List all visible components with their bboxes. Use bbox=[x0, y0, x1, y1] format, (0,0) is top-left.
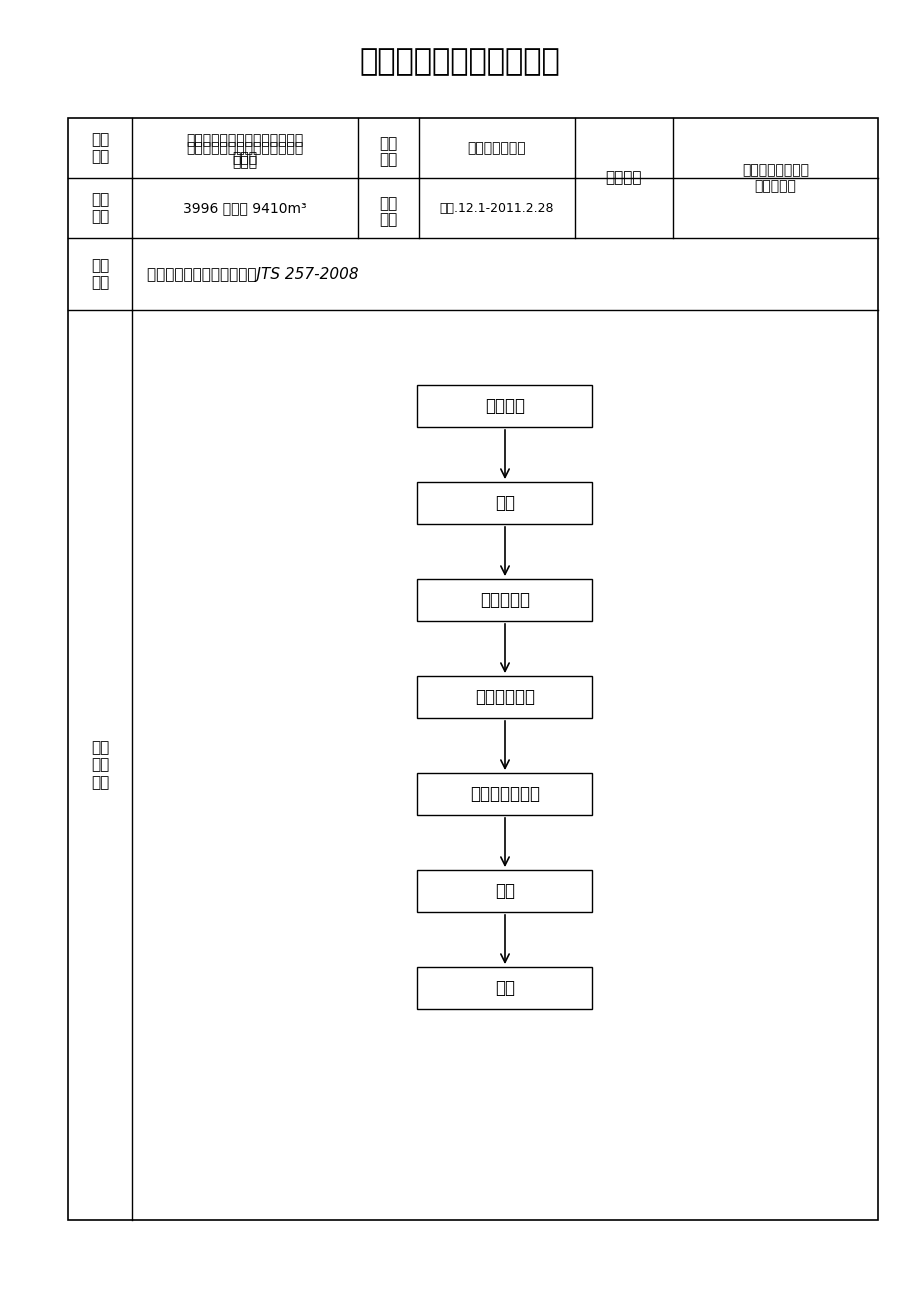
Bar bbox=[417, 773, 592, 815]
Text: 工程
数量: 工程 数量 bbox=[91, 191, 109, 224]
Bar bbox=[417, 385, 592, 427]
Text: 质量
标准: 质量 标准 bbox=[91, 258, 109, 290]
Text: 下沉: 下沉 bbox=[494, 493, 515, 512]
Text: 上海协作队及项目
部相关部门: 上海协作队及项目 部相关部门 bbox=[742, 163, 808, 193]
Text: 水泥搅拌桩施工技术交底: 水泥搅拌桩施工技术交底 bbox=[359, 47, 560, 77]
Text: 重复上、下搅拌: 重复上、下搅拌 bbox=[470, 785, 539, 803]
Text: 就位调平: 就位调平 bbox=[484, 397, 525, 415]
Text: 件杂货码头地基: 件杂货码头地基 bbox=[467, 141, 526, 155]
Text: 期工程: 期工程 bbox=[233, 151, 257, 165]
Text: 工程
项目: 工程 项目 bbox=[91, 132, 109, 164]
Text: 移位: 移位 bbox=[494, 979, 515, 997]
Text: 某某港某某运河高新港区码头一: 某某港某某运河高新港区码头一 bbox=[187, 133, 303, 147]
Text: 要求: 要求 bbox=[379, 212, 397, 228]
Bar bbox=[417, 676, 592, 717]
Text: 交底对象: 交底对象 bbox=[605, 171, 641, 185]
Text: 某某港某某运河高新港区码头一: 某某港某某运河高新港区码头一 bbox=[187, 141, 303, 155]
Text: 某某.12.1-2011.2.28: 某某.12.1-2011.2.28 bbox=[439, 202, 553, 215]
Text: 进度: 进度 bbox=[379, 197, 397, 211]
Bar bbox=[417, 870, 592, 911]
Bar bbox=[417, 482, 592, 523]
Text: 施工
工艺
流程: 施工 工艺 流程 bbox=[91, 740, 109, 790]
Text: 制备水泥浆: 制备水泥浆 bbox=[480, 591, 529, 609]
Bar bbox=[417, 579, 592, 621]
Text: 清洗: 清洗 bbox=[494, 881, 515, 900]
Text: 期工程: 期工程 bbox=[233, 155, 257, 169]
Text: 《水运工程质量检测标准》JTS 257-2008: 《水运工程质量检测标准》JTS 257-2008 bbox=[147, 267, 358, 281]
Text: 3996 根共计 9410m³: 3996 根共计 9410m³ bbox=[183, 201, 306, 215]
Text: 提升喷浆搅拌: 提升喷浆搅拌 bbox=[474, 687, 535, 706]
Text: 部位: 部位 bbox=[379, 152, 397, 168]
Bar bbox=[417, 967, 592, 1009]
Text: 工程: 工程 bbox=[379, 137, 397, 151]
Bar bbox=[68, 118, 877, 1220]
